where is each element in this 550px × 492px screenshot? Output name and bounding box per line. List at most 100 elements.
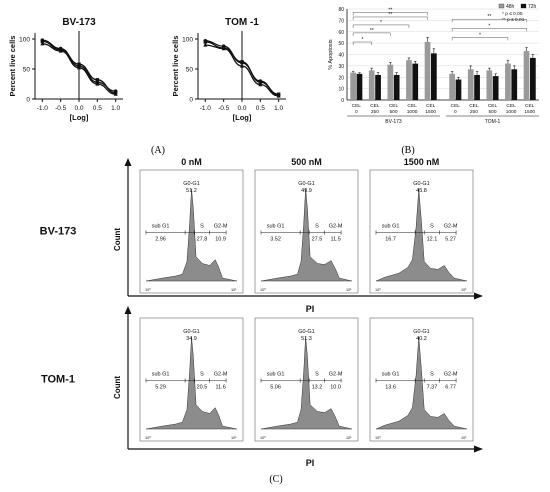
g0g1-value: 51.3 bbox=[301, 336, 312, 342]
s-value: 27.5 bbox=[312, 237, 323, 243]
subg1-label: sub G1 bbox=[382, 224, 400, 230]
x-axis-tick-label: 10⁰ bbox=[375, 436, 381, 440]
x-tick-label: -1.0 bbox=[37, 105, 49, 112]
y-tick-label: 20 bbox=[338, 75, 344, 81]
category-label-line1: CEL bbox=[407, 103, 417, 109]
s-label: S bbox=[200, 372, 204, 378]
significance-legend: * p ≤ 0.05 bbox=[502, 11, 523, 17]
bar bbox=[424, 41, 431, 100]
y-tick-label: 80 bbox=[338, 7, 344, 13]
pi-axis-label: PI bbox=[306, 304, 315, 314]
pi-axis-arrow bbox=[474, 445, 483, 453]
g0g1-label: G0-G1 bbox=[183, 181, 200, 187]
category-label-line2: 1500 bbox=[425, 109, 436, 115]
y-tick-label: 0 bbox=[26, 97, 30, 104]
data-point bbox=[95, 81, 100, 86]
category-label-line2: 1000 bbox=[407, 109, 418, 115]
subg1-label: sub G1 bbox=[152, 372, 170, 378]
data-point bbox=[221, 46, 226, 51]
data-point bbox=[258, 82, 263, 87]
data-point bbox=[95, 78, 100, 82]
significance-bracket bbox=[451, 18, 527, 23]
bar bbox=[406, 60, 412, 100]
category-label-line1: CEL bbox=[469, 103, 479, 109]
significance-label: * bbox=[488, 23, 490, 29]
category-label-line1: CEL bbox=[451, 103, 461, 109]
bar bbox=[356, 73, 363, 100]
significance-legend: ** p ≤ 0.01 bbox=[502, 17, 525, 23]
x-tick-label: 0.5 bbox=[256, 105, 265, 112]
bar bbox=[431, 53, 437, 100]
subg1-value: 16.7 bbox=[385, 237, 396, 243]
y-axis-label: Percent live cells bbox=[171, 36, 180, 97]
x-axis-tick-label: 10⁰ bbox=[260, 288, 266, 292]
category-label-line2: 0 bbox=[355, 109, 358, 115]
x-tick-label: 0.0 bbox=[237, 105, 246, 112]
data-point bbox=[77, 65, 81, 70]
y-tick-label: 0 bbox=[341, 98, 344, 104]
data-point bbox=[276, 93, 281, 98]
s-value: 20.5 bbox=[197, 385, 208, 391]
category-label-line2: 250 bbox=[371, 109, 379, 115]
x-tick-label: -1.0 bbox=[200, 105, 212, 112]
x-axis-tick-label: 10¹ bbox=[346, 436, 352, 440]
bar bbox=[467, 69, 474, 100]
g2m-label: G2-M bbox=[444, 224, 458, 230]
g2m-value: 11.5 bbox=[330, 237, 340, 243]
s-value: 7.37 bbox=[427, 385, 438, 391]
x-axis-tick-label: 10¹ bbox=[461, 436, 467, 440]
significance-label: ** bbox=[388, 7, 392, 13]
panel-label-a: (A) bbox=[151, 145, 165, 156]
bar bbox=[530, 57, 536, 100]
legend-label: 72h bbox=[528, 4, 537, 10]
s-value: 27.8 bbox=[197, 237, 208, 243]
s-label: S bbox=[315, 224, 319, 230]
x-tick-label: 0.5 bbox=[93, 105, 102, 112]
g0g1-value: 49.9 bbox=[301, 188, 312, 194]
g0g1-label: G0-G1 bbox=[298, 329, 315, 335]
g2m-value: 5.27 bbox=[445, 237, 456, 243]
category-label-line1: CEL bbox=[352, 103, 362, 109]
category-label-line1: CEL bbox=[506, 103, 516, 109]
y-tick-label: 40 bbox=[338, 53, 344, 59]
x-axis-label: [Log] bbox=[70, 113, 89, 122]
y-tick-label: 10 bbox=[338, 87, 344, 93]
s-label: S bbox=[430, 372, 434, 378]
data-point bbox=[240, 60, 244, 64]
histogram bbox=[375, 188, 468, 282]
x-axis-tick-label: 10¹ bbox=[231, 288, 237, 292]
y-tick-label: 0 bbox=[189, 97, 193, 104]
column-header: 500 nM bbox=[291, 157, 322, 167]
subg1-value: 2.96 bbox=[155, 237, 166, 243]
category-label-line2: 1500 bbox=[524, 109, 535, 115]
y-tick-label: 50 bbox=[23, 67, 31, 74]
bar bbox=[350, 72, 356, 100]
significance-bracket bbox=[451, 28, 527, 32]
g2m-value: 10.9 bbox=[215, 237, 226, 243]
x-tick-label: -0.5 bbox=[218, 105, 230, 112]
g0g1-value: 45.8 bbox=[416, 188, 427, 194]
significance-bracket bbox=[352, 41, 372, 45]
g2m-label: G2-M bbox=[329, 224, 343, 230]
subg1-label: sub G1 bbox=[267, 224, 285, 230]
significance-label: ** bbox=[388, 12, 392, 18]
significance-bracket bbox=[352, 24, 410, 28]
x-tick-label: 1.0 bbox=[274, 105, 283, 112]
data-point bbox=[77, 62, 81, 66]
bar bbox=[505, 63, 511, 100]
category-label-line2: 500 bbox=[488, 109, 496, 115]
g2m-label: G2-M bbox=[444, 372, 458, 378]
count-axis-arrow bbox=[124, 158, 132, 166]
panel-label-b: (B) bbox=[401, 145, 414, 156]
data-point bbox=[40, 39, 45, 44]
y-tick-label: 30 bbox=[338, 64, 344, 70]
data-point bbox=[113, 92, 118, 96]
category-label-line1: CEL bbox=[370, 103, 380, 109]
g0g1-label: G0-G1 bbox=[413, 181, 430, 187]
g2m-value: 6.77 bbox=[445, 385, 456, 391]
bar bbox=[474, 74, 480, 100]
significance-label: * bbox=[479, 32, 481, 38]
data-point bbox=[240, 63, 244, 68]
g0g1-label: G0-G1 bbox=[183, 329, 200, 335]
